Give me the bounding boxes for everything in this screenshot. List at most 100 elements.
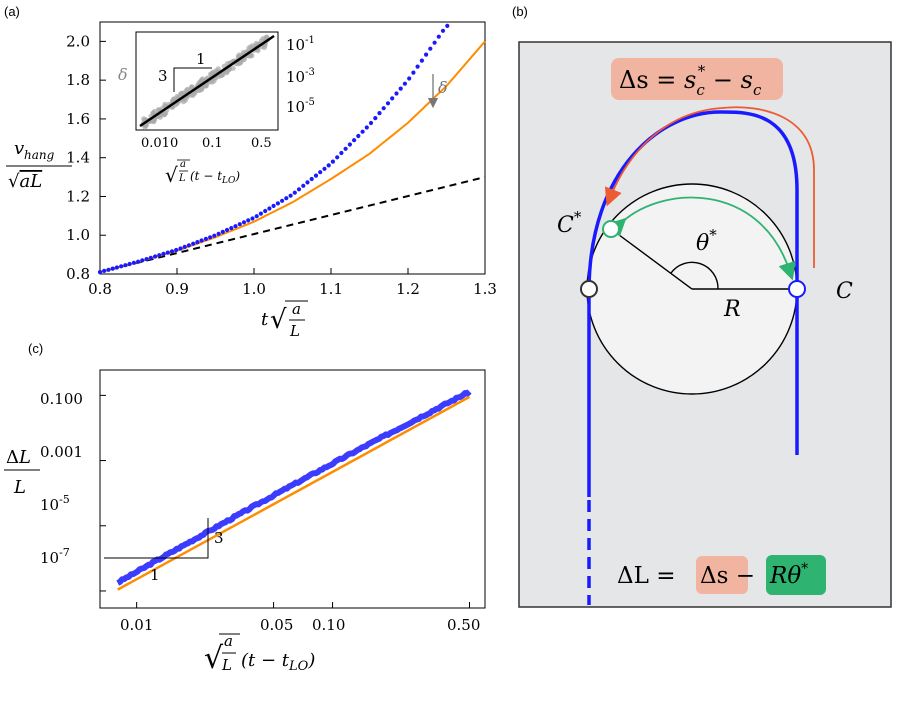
formula-top-box <box>611 58 783 100</box>
formula-ds-box <box>696 556 748 594</box>
panel-a-dot <box>402 81 407 86</box>
inset-slope-triangle <box>173 67 212 92</box>
svg-text:L: L <box>178 173 186 184</box>
panel-a-dot <box>271 203 276 208</box>
panel-c-triangle-rise: 3 <box>214 529 224 547</box>
inset-ytick-5: 10-5 <box>286 97 315 116</box>
panel-a-dot <box>322 166 327 171</box>
panel-a-dot <box>411 70 416 75</box>
panel-label-a: (a) <box>4 4 20 19</box>
inset-yticks: 10-1 10-3 10-5 <box>286 35 315 116</box>
panel-a-dot <box>97 270 103 275</box>
panel-a-dot <box>339 150 344 156</box>
inset-fit-line <box>139 34 275 128</box>
panel-a-dot <box>398 86 403 91</box>
panel-a-dot <box>352 138 357 143</box>
panel-a-dot <box>390 96 395 101</box>
panel-a-dot <box>199 238 204 243</box>
svg-text:L: L <box>289 322 300 340</box>
panel-c-xticks: 0.01 0.05 0.10 0.50 <box>120 616 480 634</box>
panel-a-dot <box>246 218 251 223</box>
svg-text:√: √ <box>270 305 287 335</box>
formula-rtheta-box <box>766 555 826 595</box>
formula-top: Δs = sc* − sc <box>619 62 762 99</box>
panel-a-dot <box>296 187 302 192</box>
panel-a-dot <box>153 254 158 259</box>
panel-a-xtick-0: 0.8 <box>88 280 112 298</box>
inset-ytick-3: 10-3 <box>286 67 315 86</box>
panel-a-xtick-5: 1.3 <box>473 280 497 298</box>
svg-text:√: √ <box>165 163 178 187</box>
panel-a-dot <box>136 259 141 264</box>
panel-a-dot <box>241 220 247 225</box>
panel-a-dot <box>102 268 107 273</box>
svg-text:L: L <box>221 656 232 674</box>
panel-c-ytick-3: 10-7 <box>40 546 70 567</box>
panel-a-ylabel: v hang √aL <box>6 138 72 192</box>
panel-label-c: (c) <box>28 341 43 356</box>
panel-a-dot <box>254 214 259 219</box>
panel-a-xtick-3: 1.1 <box>319 280 343 298</box>
svg-text:(t − tLO): (t − tLO) <box>190 169 240 186</box>
panel-c-frame <box>99 369 486 609</box>
inset-xtick-1: 0.1 <box>202 136 223 151</box>
panel-a-dot <box>364 125 369 130</box>
inset-point <box>208 71 214 77</box>
label-theta: θ* <box>696 226 717 256</box>
panel-a-dot <box>157 253 162 258</box>
panel-a-dot <box>419 58 424 63</box>
panel-c-triangle-run: 1 <box>150 566 160 584</box>
svg-text:a: a <box>292 300 301 318</box>
svg-text:√aL: √aL <box>8 171 42 192</box>
panel-a-dot <box>114 265 119 270</box>
inset-ylabel: δ <box>118 65 128 84</box>
panel-a-dot <box>292 190 297 195</box>
panel-a-dot <box>368 120 374 126</box>
svg-text:a: a <box>224 632 233 650</box>
panel-a-dot <box>127 261 132 267</box>
inset-triangle-run: 1 <box>196 50 206 68</box>
formula-bottom: ΔL = Δs − Rθ* <box>617 561 808 589</box>
inset-point <box>247 53 254 59</box>
inset-xlabel: √ a L (t − tLO) <box>165 159 240 187</box>
panel-a-dot <box>377 111 382 116</box>
panel-a-dot <box>195 240 200 245</box>
panel-a-ytick-5: 1.8 <box>66 71 90 89</box>
panel-a-dot <box>224 227 230 233</box>
panel-c-series-blue <box>116 389 472 586</box>
panel-a-dot <box>233 224 238 229</box>
panel-a-ytick-2: 1.2 <box>66 187 90 205</box>
inset-point <box>218 72 224 78</box>
panel-a-dot <box>258 211 263 216</box>
panel-c-slope-triangle <box>104 518 209 559</box>
panel-c-ytick-0: 0.100 <box>40 390 83 408</box>
panel-a-dot <box>250 216 255 221</box>
svg-text:ΔL: ΔL <box>6 447 31 468</box>
svg-text:√: √ <box>204 641 224 676</box>
inset-xtick-2: 0.5 <box>251 136 272 151</box>
panel-a-dot <box>356 133 361 139</box>
svg-text:hang: hang <box>24 148 55 162</box>
panel-a-dot <box>432 40 437 45</box>
panel-a-dot <box>407 76 412 81</box>
panel-a-dot <box>106 267 111 272</box>
inset-triangle-rise: 3 <box>158 67 168 85</box>
rope-curve <box>587 110 799 497</box>
panel-b-diagram: Δs = sc* − sc C* θ* R C ΔL = Δs − Rθ* <box>518 41 892 608</box>
inset-point <box>261 44 267 51</box>
panel-a-dot <box>191 241 196 246</box>
panel-a-dot <box>415 64 420 69</box>
panel-c-ytick-1: 0.001 <box>40 443 83 461</box>
panel-a-dot <box>169 249 175 254</box>
panel-a-dot <box>174 247 179 253</box>
panel-a-ytick-0: 0.8 <box>66 265 90 283</box>
panel-a-dot <box>208 235 213 240</box>
panel-a-dot <box>305 180 310 185</box>
panel-a-dot <box>267 206 272 211</box>
panel-a-ytick-3: 1.4 <box>66 149 90 167</box>
panel-a-series-dashed <box>99 176 486 274</box>
panel-a-dot <box>275 201 280 206</box>
panel-a-dot <box>440 28 446 33</box>
panel-a-plot: 0.8 0.9 1.0 1.1 1.2 1.3 0.8 1.0 1.2 1.4 1.6 1.8 2.0 <box>66 21 497 298</box>
panel-a-dot <box>284 196 289 201</box>
